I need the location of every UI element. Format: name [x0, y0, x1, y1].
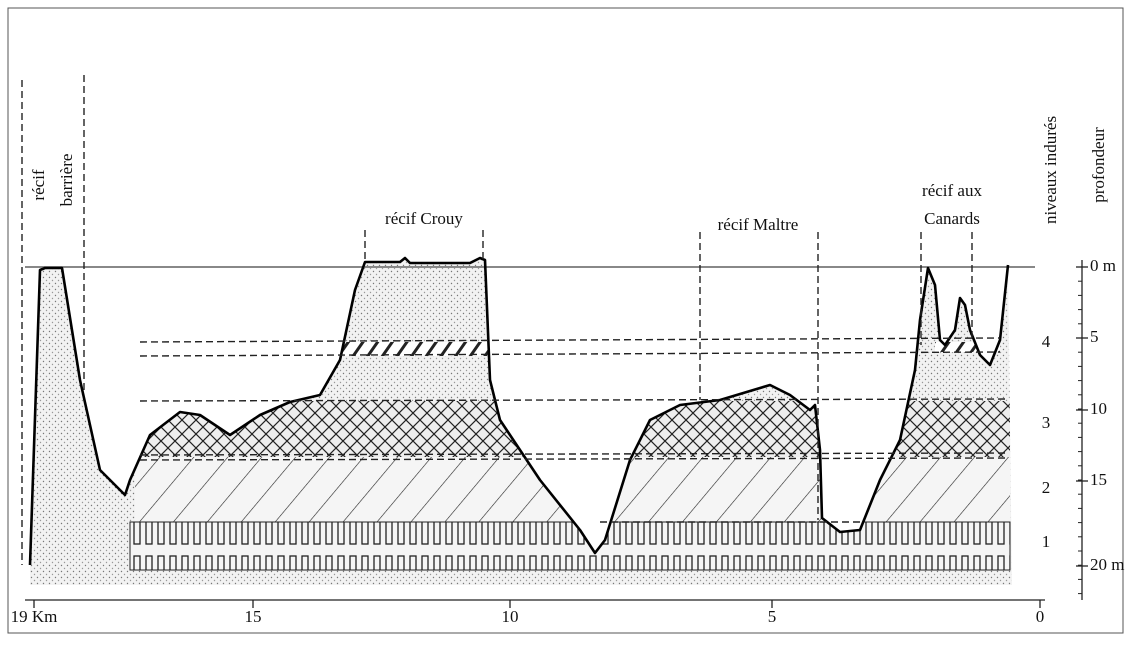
distance-label: 5: [768, 607, 777, 626]
label: récif aux: [922, 181, 982, 200]
distance-label: 15: [245, 607, 262, 626]
dashed-lines: [21, 75, 1006, 565]
frame: [7, 7, 1124, 634]
axes: [25, 260, 1083, 601]
level-label: 4: [1042, 332, 1051, 351]
label: récif: [29, 169, 48, 200]
label: niveaux indurés: [1041, 116, 1060, 224]
label: récif Crouy: [385, 209, 463, 228]
distance-label: 10: [502, 607, 519, 626]
level-label: 1: [1042, 532, 1051, 551]
distance-label: 19 Km: [11, 607, 58, 626]
profile: [28, 256, 1010, 566]
level-label: 2: [1042, 478, 1051, 497]
depth-label: 5: [1090, 327, 1099, 346]
label: Canards: [924, 209, 980, 228]
depth-label: 0 m: [1090, 256, 1116, 275]
label: profondeur: [1089, 127, 1108, 203]
depth-label: 10: [1090, 399, 1107, 418]
depth-label: 20 m: [1090, 555, 1124, 574]
distance-label: 0: [1036, 607, 1045, 626]
depth-label: 15: [1090, 470, 1107, 489]
label: barrière: [57, 154, 76, 207]
level-label: 3: [1042, 413, 1051, 432]
label: récif Maltre: [718, 215, 799, 234]
